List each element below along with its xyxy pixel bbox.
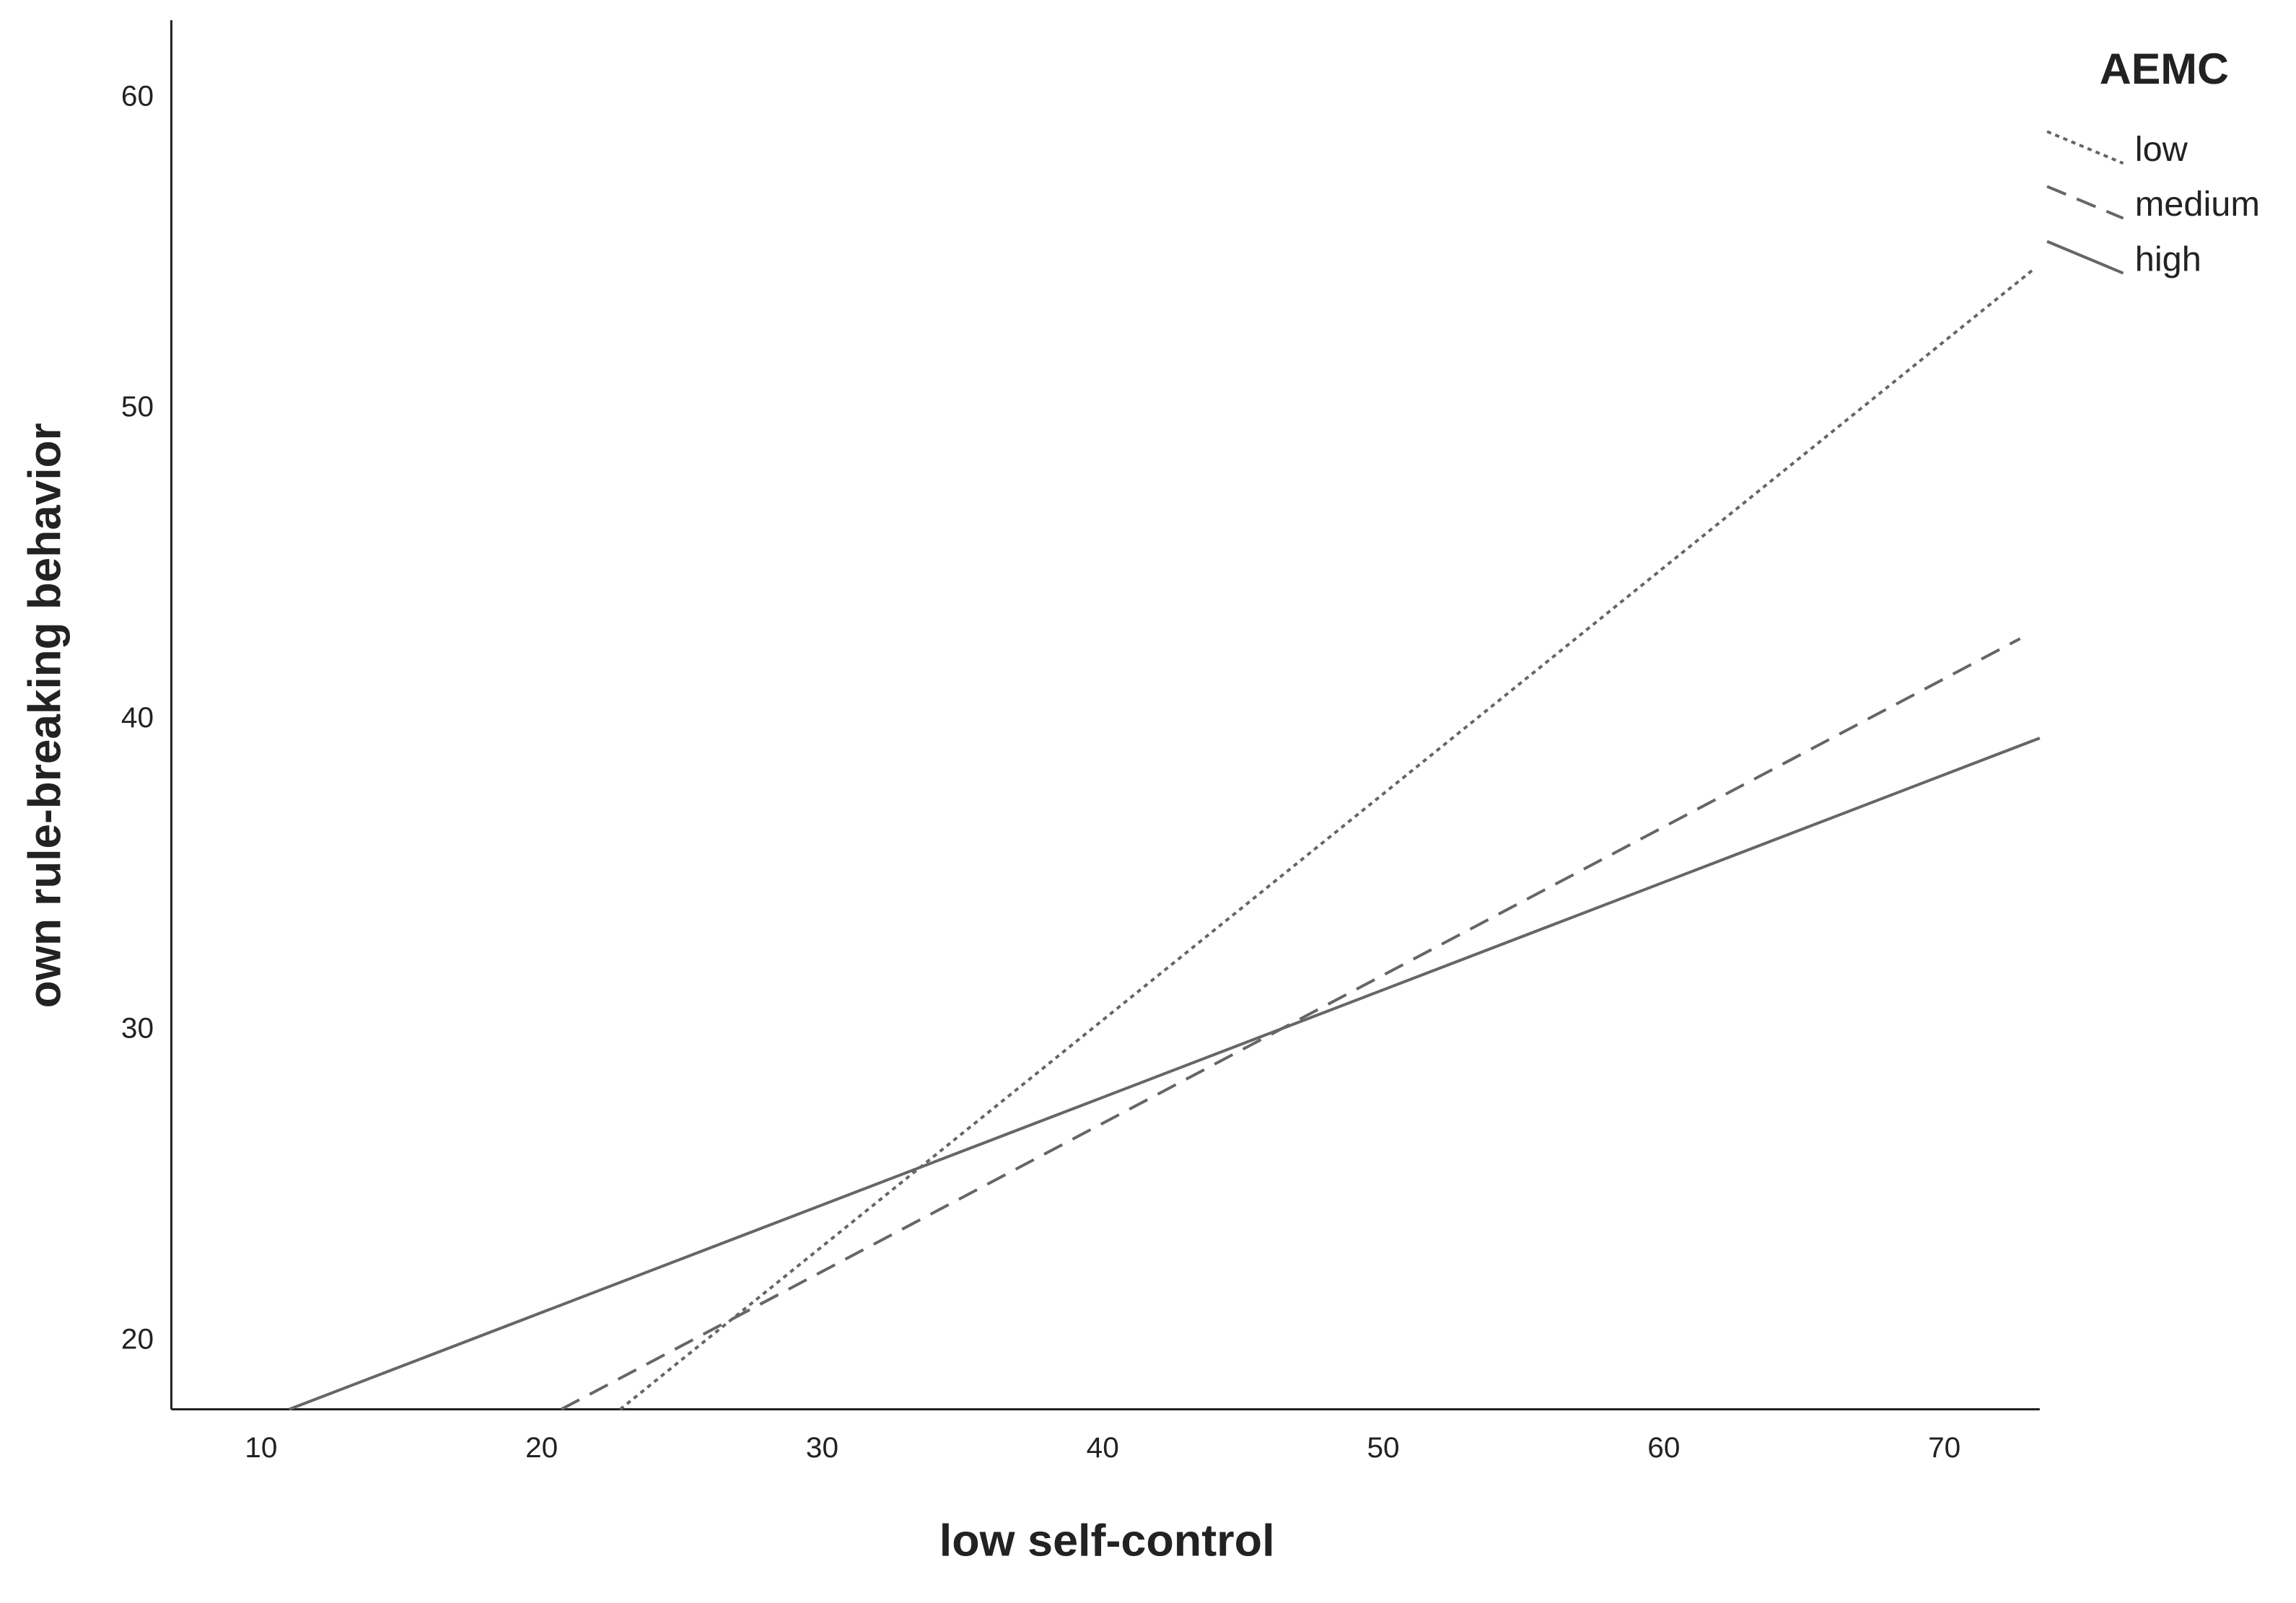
x-axis-title: low self-control [939,1516,1275,1566]
y-tick-label: 30 [121,1011,154,1045]
x-tick-label: 20 [525,1431,558,1464]
legend-swatch [2046,130,2124,165]
y-tick-label: 40 [121,701,154,734]
x-tick-label: 30 [806,1431,838,1464]
legend-swatch [2046,185,2124,220]
legend-swatch [2046,240,2124,275]
y-axis-title: own rule-breaking behavior [19,423,70,1008]
legend-title: AEMC [2100,44,2229,93]
x-tick-label: 40 [1087,1431,1119,1464]
x-tick-label: 10 [245,1431,277,1464]
y-tick-label: 50 [121,390,154,423]
series-line [619,268,2036,1411]
x-tick-label: 50 [1367,1431,1399,1464]
y-tick-label: 20 [121,1322,154,1356]
legend-label: low [2135,130,2188,169]
legend-label: medium [2135,185,2260,224]
series-line [560,637,2021,1411]
y-tick-label: 60 [121,79,154,113]
x-tick-label: 60 [1647,1431,1680,1464]
legend-label: high [2135,240,2201,279]
x-tick-label: 70 [1928,1431,1960,1464]
series-line [288,737,2041,1411]
